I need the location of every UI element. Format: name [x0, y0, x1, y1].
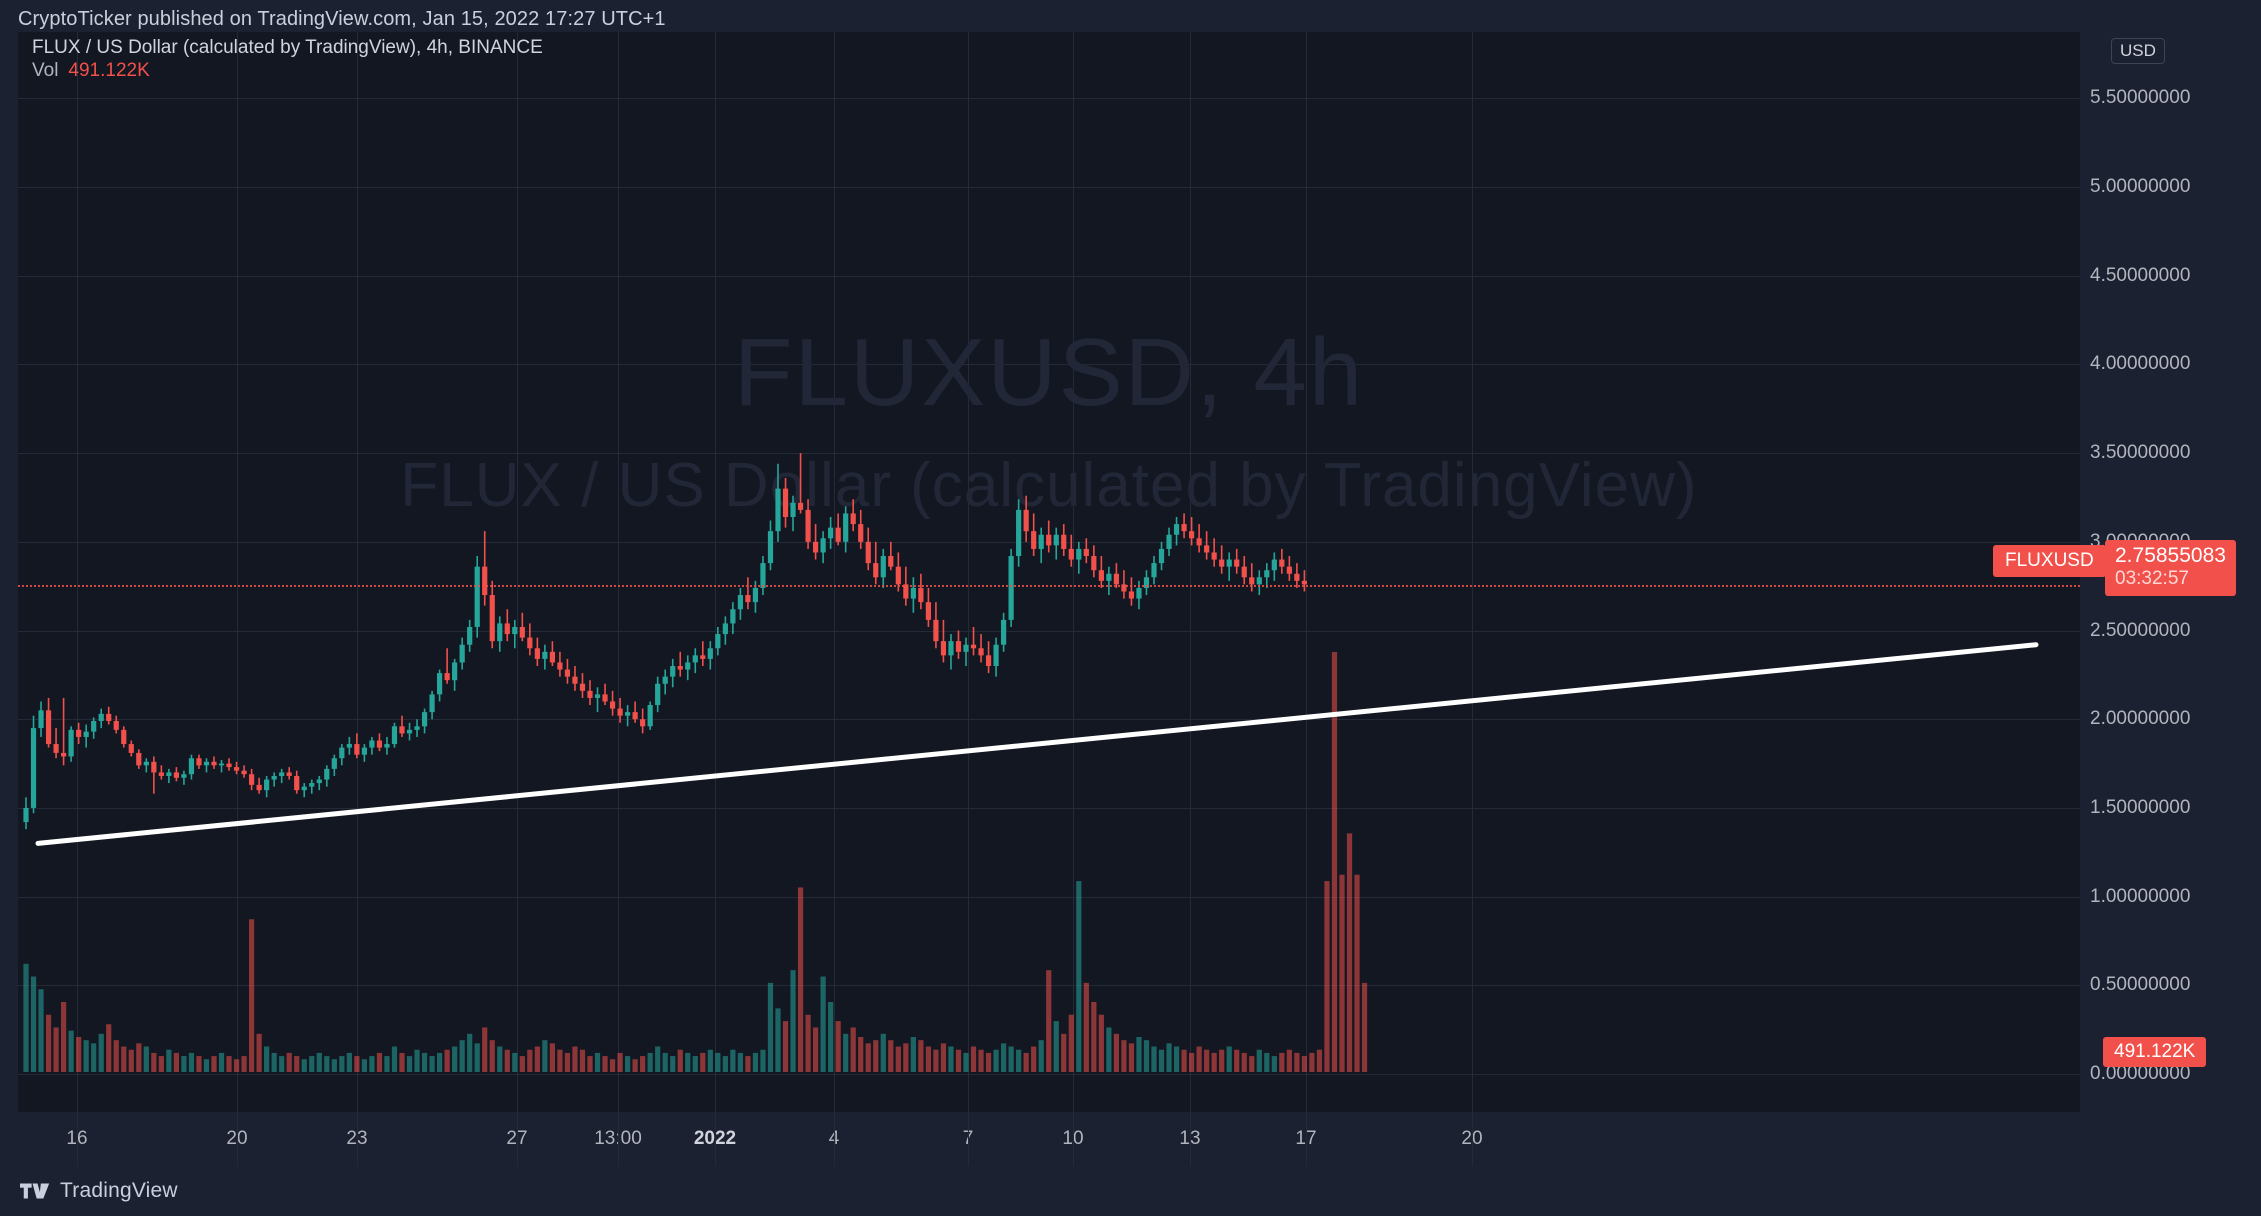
legend-volume: Vol 491.122K — [32, 60, 150, 82]
legend-volume-value: 491.122K — [68, 60, 150, 81]
trendline-annotation[interactable] — [35, 642, 2039, 846]
last-price-tag: 2.75855083 03:32:57 — [2105, 540, 2236, 597]
time-axis-tick-separator — [834, 1112, 835, 1166]
gridline-horizontal — [18, 98, 2080, 100]
currency-chip[interactable]: USD — [2111, 38, 2165, 64]
gridline-horizontal — [18, 1074, 2080, 1075]
tradingview-logo-icon — [20, 1183, 50, 1199]
gridline-vertical — [357, 32, 358, 1112]
price-axis-tick: 3.50000000 — [2090, 442, 2191, 464]
time-axis-tick-separator — [618, 1112, 619, 1166]
price-axis-tick: 0.00000000 — [2090, 1063, 2191, 1084]
chart-pane[interactable]: FLUXUSD, 4h FLUX / US Dollar (calculated… — [18, 32, 2080, 1112]
gridline-horizontal — [18, 896, 2080, 898]
time-axis-tick-separator — [1306, 1112, 1307, 1166]
time-axis-tick-separator — [237, 1112, 238, 1166]
price-axis-tick: 4.50000000 — [2090, 264, 2191, 286]
current-price-line — [18, 584, 2080, 587]
price-series — [23, 453, 2039, 1072]
tradingview-footer: TradingView — [20, 1179, 178, 1203]
gridline-horizontal — [18, 187, 2080, 189]
tradingview-wordmark: TradingView — [60, 1179, 178, 1202]
gridline-vertical — [968, 32, 969, 1112]
gridline-horizontal — [18, 364, 2080, 366]
volume-value-tag: 491.122K — [2103, 1037, 2207, 1067]
legend-volume-label: Vol — [32, 60, 59, 81]
time-axis-tick-separator — [517, 1112, 518, 1166]
price-axis-tick: 1.00000000 — [2090, 885, 2191, 907]
gridline-horizontal — [18, 453, 2080, 455]
price-axis-tick: 5.00000000 — [2090, 176, 2191, 198]
gridline-vertical — [237, 32, 238, 1112]
gridline-horizontal — [18, 807, 2080, 809]
volume-histogram — [23, 652, 1368, 1072]
gridline-horizontal — [18, 630, 2080, 632]
candlestick-series — [23, 453, 1307, 830]
time-axis-tick-separator — [1073, 1112, 1074, 1166]
gridline-vertical — [834, 32, 835, 1112]
symbol-price-tag: FLUXUSD — [1993, 545, 2106, 577]
bar-countdown: 03:32:57 — [2115, 568, 2189, 590]
price-axis-tick: 0.50000000 — [2090, 974, 2191, 996]
gridline-vertical — [1190, 32, 1191, 1112]
time-axis-tick-separator — [1190, 1112, 1191, 1166]
price-axis-tick: 1.50000000 — [2090, 796, 2191, 818]
price-axis-tick: 5.50000000 — [2090, 87, 2191, 109]
gridline-horizontal — [18, 719, 2080, 721]
gridline-vertical — [1472, 32, 1473, 1112]
time-axis-tick-separator — [1472, 1112, 1473, 1166]
gridline-vertical — [77, 32, 78, 1112]
gridline-horizontal — [18, 275, 2080, 277]
price-axis-tick: 2.00000000 — [2090, 708, 2191, 730]
gridline-vertical — [1073, 32, 1074, 1112]
gridline-vertical — [517, 32, 518, 1112]
last-price-value: 2.75855083 — [2115, 544, 2226, 567]
gridline-vertical — [715, 32, 716, 1112]
price-axis-tick: 4.00000000 — [2090, 353, 2191, 375]
price-axis-tick: 2.50000000 — [2090, 619, 2191, 641]
time-axis-tick-separator — [77, 1112, 78, 1166]
legend-title: FLUX / US Dollar (calculated by TradingV… — [32, 37, 543, 58]
attribution-text: CryptoTicker published on TradingView.co… — [18, 8, 666, 30]
time-axis-tick-separator — [357, 1112, 358, 1166]
gridline-vertical — [1306, 32, 1307, 1112]
gridline-vertical — [618, 32, 619, 1112]
time-axis-tick-separator — [968, 1112, 969, 1166]
time-axis-tick-separator — [715, 1112, 716, 1166]
